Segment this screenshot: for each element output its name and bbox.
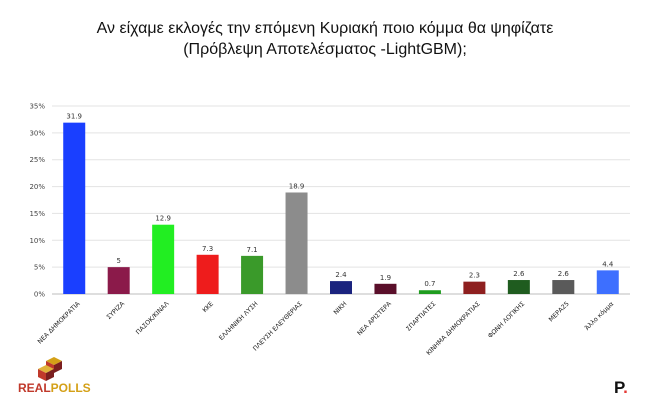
value-label: 5	[116, 257, 120, 265]
bar	[107, 267, 130, 294]
value-label: 31.9	[66, 113, 82, 121]
y-tick-label: 10%	[29, 237, 45, 245]
y-tick-label: 35%	[29, 103, 45, 111]
bar	[374, 283, 397, 294]
y-tick-label: 30%	[29, 129, 45, 137]
value-label: 1.9	[380, 274, 391, 282]
bars	[63, 122, 619, 294]
category-label: ΣΥΡΙΖΑ	[106, 300, 127, 321]
publisher-mark: P.	[614, 378, 628, 398]
bar	[552, 280, 575, 294]
value-label: 0.7	[424, 280, 435, 288]
value-label: 7.3	[202, 245, 213, 253]
y-axis-tick-labels: 0% 5% 10% 15% 20% 25% 30% 35%	[29, 103, 45, 299]
y-tick-label: 25%	[29, 156, 45, 164]
category-labels: ΝΕΑ ΔΗΜΟΚΡΑΤΙΑ ΣΥΡΙΖΑ ΠΑΣΟΚ/ΚΙΝΑΛ ΚΚΕ ΕΛΛΗΝΙ…	[37, 300, 616, 357]
category-label: ΚΚΕ	[201, 300, 215, 314]
publisher-mark-dot: .	[623, 378, 628, 397]
value-label: 2.6	[558, 270, 570, 278]
bar	[463, 281, 486, 294]
chart-title: Αν είχαμε εκλογές την επόμενη Κυριακή πο…	[0, 18, 650, 60]
category-label: ΕΛΛΗΝΙΚΗ ΛΥΣΗ	[218, 300, 260, 342]
chart-title-line-2: (Πρόβλεψη Αποτελέσματος -LightGBM);	[183, 41, 467, 58]
value-label: 2.3	[469, 272, 480, 280]
realpolls-logo-cubes-icon	[38, 357, 62, 381]
value-labels: 31.9 5 12.9 7.3 7.1 18.9 2.4 1.9 0.7 2.3 2.6 2.6 4.4	[66, 113, 613, 289]
category-label: ΠΛΕΥΣΗ ΕΛΕΥΘΕΡΙΑΣ	[252, 300, 304, 352]
bar	[418, 290, 441, 294]
category-label: ΣΠΑΡΤΙΑΤΕΣ	[405, 300, 437, 332]
value-label: 18.9	[289, 182, 305, 190]
realpolls-logo: REALPOLLS	[18, 355, 98, 403]
bar	[596, 270, 619, 294]
bar	[152, 224, 175, 294]
category-label: ΜΕΡΑ25	[548, 300, 571, 323]
realpolls-logo-text: REALPOLLS	[18, 381, 98, 395]
logo-text-polls: POLLS	[50, 381, 91, 395]
chart-title-line-1: Αν είχαμε εκλογές την επόμενη Κυριακή πο…	[96, 20, 554, 37]
category-label: ΦΩΝΗ ΛΟΓΙΚΗΣ	[487, 300, 526, 339]
bar	[241, 255, 264, 294]
value-label: 2.6	[513, 270, 525, 278]
publisher-mark-letter: P	[614, 378, 624, 397]
bar	[330, 281, 352, 294]
y-tick-label: 15%	[29, 210, 45, 218]
y-tick-label: 0%	[34, 291, 45, 299]
value-label: 12.9	[155, 215, 171, 223]
category-label: ΝΙΚΗ	[333, 300, 349, 316]
value-label: 2.4	[335, 271, 347, 279]
bar	[196, 254, 219, 294]
category-label: ΠΑΣΟΚ/ΚΙΝΑΛ	[135, 300, 171, 336]
bar	[63, 122, 86, 294]
gridlines	[52, 105, 630, 295]
category-label: Άλλο κόμμα	[583, 300, 615, 332]
bar	[285, 192, 308, 294]
category-label: ΝΕΑ ΑΡΙΣΤΕΡΑ	[356, 300, 393, 337]
category-label: ΝΕΑ ΔΗΜΟΚΡΑΤΙΑ	[37, 300, 83, 346]
bar	[507, 280, 530, 294]
y-tick-label: 20%	[29, 183, 45, 191]
y-tick-label: 5%	[34, 264, 45, 272]
value-label: 4.4	[602, 260, 614, 268]
logo-text-real: REAL	[18, 381, 51, 395]
value-label: 7.1	[247, 246, 258, 254]
